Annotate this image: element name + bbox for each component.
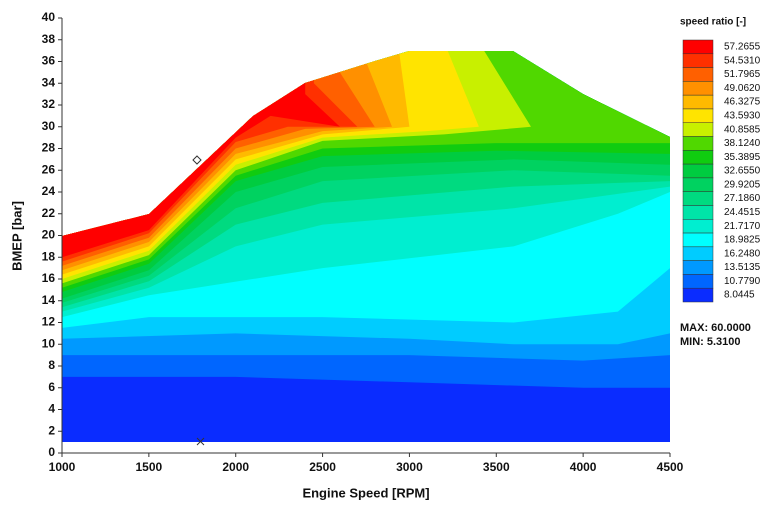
colorbar-label: 35.3895 bbox=[724, 152, 761, 163]
colorbar-label: 24.4515 bbox=[724, 207, 761, 218]
colorbar-label: 21.7170 bbox=[724, 221, 761, 232]
colorbar-swatch bbox=[682, 94, 714, 110]
y-tick-label: 0 bbox=[48, 445, 55, 459]
colorbar-min: MIN: 5.3100 bbox=[680, 336, 741, 348]
y-tick-label: 10 bbox=[42, 336, 56, 350]
colorbar-label: 18.9825 bbox=[724, 235, 761, 246]
y-tick-label: 6 bbox=[48, 380, 55, 394]
colorbar-label: 38.1240 bbox=[724, 138, 761, 149]
y-tick-label: 14 bbox=[42, 293, 56, 307]
colorbar-swatch bbox=[682, 219, 714, 234]
y-tick-label: 28 bbox=[42, 141, 56, 155]
operating-point-marker bbox=[192, 155, 202, 165]
colorbar-swatch bbox=[682, 81, 714, 96]
y-tick-label: 30 bbox=[42, 119, 56, 133]
y-tick-label: 4 bbox=[48, 402, 55, 416]
colorbar-swatch bbox=[682, 205, 714, 220]
y-tick-label: 12 bbox=[42, 315, 56, 329]
colorbar-swatch bbox=[682, 260, 714, 275]
y-tick-label: 18 bbox=[42, 249, 56, 263]
y-tick-label: 24 bbox=[42, 184, 56, 198]
colorbar-swatch bbox=[682, 67, 714, 82]
x-tick-label: 2500 bbox=[309, 460, 336, 474]
x-tick-label: 2000 bbox=[222, 460, 249, 474]
colorbar-label: 32.6550 bbox=[724, 166, 761, 177]
colorbar-swatch bbox=[682, 287, 714, 303]
colorbar-swatch bbox=[682, 136, 714, 151]
colorbar-swatch bbox=[682, 274, 714, 289]
colorbar-swatch bbox=[682, 163, 714, 179]
colorbar-label: 54.5310 bbox=[724, 55, 761, 66]
colorbar-label: 8.0445 bbox=[724, 290, 755, 301]
x-tick-label: 1500 bbox=[136, 460, 163, 474]
x-tick-label: 1000 bbox=[49, 460, 76, 474]
y-tick-label: 2 bbox=[48, 423, 55, 437]
colorbar-swatch bbox=[682, 150, 714, 165]
colorbar-label: 46.3275 bbox=[724, 97, 761, 108]
y-tick-label: 26 bbox=[42, 162, 56, 176]
y-tick-label: 8 bbox=[48, 358, 55, 372]
colorbar-swatch bbox=[682, 108, 714, 123]
x-tick-label: 4000 bbox=[570, 460, 597, 474]
colorbar-label: 57.2655 bbox=[724, 42, 761, 53]
y-tick-label: 40 bbox=[42, 10, 56, 24]
colorbar-swatch bbox=[682, 177, 714, 192]
y-tick-label: 34 bbox=[42, 75, 56, 89]
operating-point-marker bbox=[196, 437, 205, 446]
y-axis-title: BMEP [bar] bbox=[9, 201, 24, 271]
colorbar-label: 29.9205 bbox=[724, 179, 761, 190]
colorbar-swatch bbox=[682, 246, 714, 261]
y-tick-label: 20 bbox=[42, 228, 56, 242]
colorbar-max: MAX: 60.0000 bbox=[680, 322, 751, 334]
x-tick-label: 3000 bbox=[396, 460, 423, 474]
colorbar-label: 43.5930 bbox=[724, 110, 761, 121]
colorbar-swatch bbox=[682, 122, 714, 137]
y-tick-label: 36 bbox=[42, 54, 56, 68]
x-axis-title: Engine Speed [RPM] bbox=[302, 485, 429, 500]
colorbar-swatch bbox=[682, 232, 714, 248]
colorbar-label: 10.7790 bbox=[724, 276, 761, 287]
colorbar-label: 40.8585 bbox=[724, 124, 761, 135]
colorbar-swatch bbox=[682, 191, 714, 206]
colorbar-label: 16.2480 bbox=[724, 248, 761, 259]
colorbar-label: 49.0620 bbox=[724, 83, 761, 94]
y-tick-label: 32 bbox=[42, 97, 56, 111]
colorbar-swatch bbox=[682, 39, 714, 55]
colorbar-label: 51.7965 bbox=[724, 69, 761, 80]
y-tick-label: 22 bbox=[42, 206, 56, 220]
contour-plot bbox=[62, 51, 670, 442]
x-tick-label: 3500 bbox=[483, 460, 510, 474]
x-tick-label: 4500 bbox=[657, 460, 684, 474]
y-tick-label: 38 bbox=[42, 32, 56, 46]
colorbar-title: speed ratio [-] bbox=[680, 17, 746, 28]
y-tick-label: 16 bbox=[42, 271, 56, 285]
colorbar-swatch bbox=[682, 53, 714, 68]
colorbar-label: 27.1860 bbox=[724, 193, 761, 204]
colorbar-label: 13.5135 bbox=[724, 262, 761, 273]
